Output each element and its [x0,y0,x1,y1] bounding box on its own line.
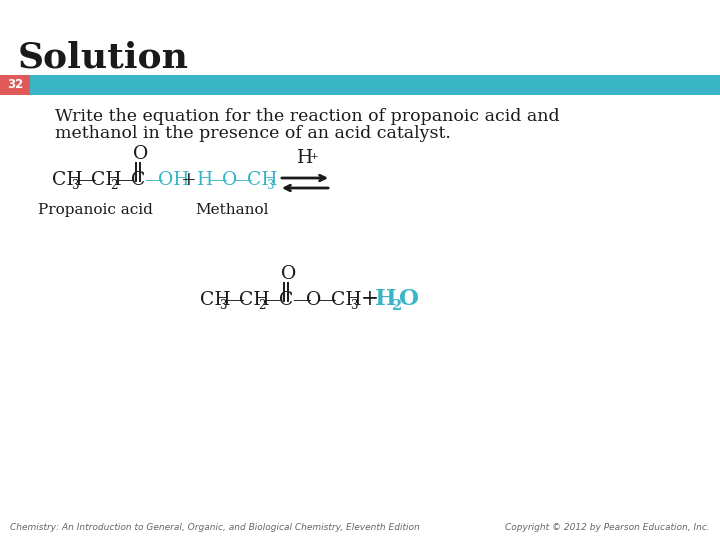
Text: +: + [310,152,319,161]
Text: H: H [197,171,213,189]
Text: CH: CH [52,171,83,189]
Text: 3: 3 [71,179,78,192]
Text: Solution: Solution [18,40,189,74]
Text: Chemistry: An Introduction to General, Organic, and Biological Chemistry, Eleven: Chemistry: An Introduction to General, O… [10,523,420,532]
Text: H: H [375,288,397,310]
Text: Write the equation for the reaction of propanoic acid and: Write the equation for the reaction of p… [55,108,559,125]
Text: +: + [361,288,379,310]
Text: C: C [279,291,293,309]
Text: O: O [133,145,148,163]
Text: —: — [263,291,282,309]
Bar [0,75,720,95]
Text: O: O [399,288,419,310]
Text: —: — [115,171,134,189]
Text: Propanoic acid: Propanoic acid [37,203,153,217]
Text: 3: 3 [219,299,227,312]
Text: OH: OH [158,171,189,189]
Text: —: — [292,291,311,309]
Text: H: H [297,149,313,167]
Text: CH: CH [239,291,269,309]
Text: 3: 3 [350,299,358,312]
Text: Copyright © 2012 by Pearson Education, Inc.: Copyright © 2012 by Pearson Education, I… [505,523,710,532]
Text: —: — [225,291,244,309]
Bar [0,75,30,95]
Text: 32: 32 [7,78,23,91]
Text: 2: 2 [258,299,266,312]
Text: methanol in the presence of an acid catalyst.: methanol in the presence of an acid cata… [55,125,451,142]
Text: —: — [233,171,252,189]
Text: +: + [181,171,197,189]
Text: Methanol: Methanol [195,203,269,217]
Text: —: — [144,171,163,189]
Text: —: — [208,171,227,189]
Text: O: O [306,291,321,309]
Text: CH: CH [247,171,278,189]
Text: CH: CH [200,291,230,309]
Text: CH: CH [91,171,122,189]
Text: 2: 2 [391,299,401,313]
Text: 3: 3 [266,179,274,192]
Text: C: C [131,171,145,189]
Text: —: — [77,171,96,189]
Text: —: — [317,291,336,309]
Text: O: O [222,171,238,189]
Text: O: O [281,265,296,283]
Text: CH: CH [331,291,361,309]
Text: 2: 2 [110,179,117,192]
